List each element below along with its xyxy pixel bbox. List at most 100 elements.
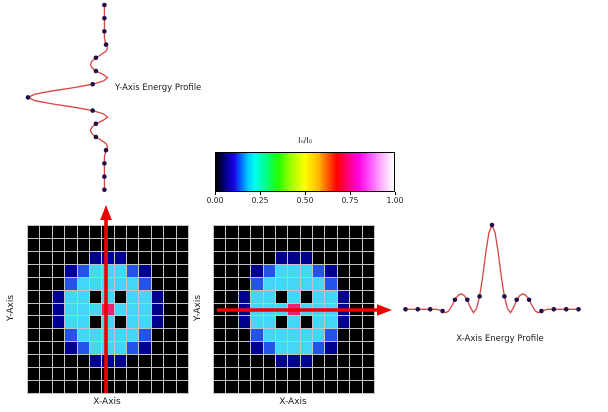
- heatmap-cell: [238, 226, 251, 238]
- heatmap-cell: [251, 238, 263, 251]
- heatmap-cell: [238, 290, 251, 303]
- heatmap-cell: [337, 251, 350, 264]
- heatmap-cell: [139, 381, 151, 393]
- heatmap-cell: [325, 342, 337, 355]
- heatmap-cell: [102, 342, 114, 355]
- heatmap-cell: [139, 264, 151, 277]
- heatmap-cell: [176, 381, 188, 393]
- heatmap-cell: [313, 381, 325, 393]
- heatmap-cell: [127, 290, 139, 303]
- heatmap-middle-yaxis-label: Y-Axis: [193, 294, 204, 322]
- heatmap-cell: [337, 329, 350, 342]
- heatmap-cell: [275, 264, 288, 277]
- heatmap-cell: [251, 316, 263, 329]
- heatmap-cell: [28, 368, 40, 381]
- heatmap-cell: [176, 251, 188, 264]
- heatmap-cell: [313, 251, 325, 264]
- heatmap-cell: [164, 251, 176, 264]
- heatmap-cell: [350, 329, 362, 342]
- heatmap-cell: [350, 226, 362, 238]
- colorbar-tick-label: 0.25: [251, 196, 269, 205]
- heatmap-cell: [251, 303, 263, 316]
- heatmap-cell: [65, 316, 77, 329]
- heatmap-cell: [176, 238, 188, 251]
- heatmap-cell: [65, 368, 77, 381]
- heatmap-cell: [300, 303, 313, 316]
- heatmap-cell: [164, 226, 176, 238]
- profile-data-point: [551, 307, 557, 312]
- heatmap-cell: [114, 226, 127, 238]
- heatmap-cell: [28, 355, 40, 368]
- heatmap-cell: [127, 342, 139, 355]
- heatmap-cell: [226, 251, 238, 264]
- heatmap-cell: [350, 238, 362, 251]
- heatmap-cell: [288, 251, 300, 264]
- heatmap-cell: [114, 381, 127, 393]
- heatmap-cell: [238, 368, 251, 381]
- heatmap-cell: [226, 342, 238, 355]
- heatmap-cell: [102, 251, 114, 264]
- heatmap-cell: [114, 303, 127, 316]
- heatmap-cell: [226, 381, 238, 393]
- heatmap-cell: [139, 303, 151, 316]
- heatmap-cell: [102, 226, 114, 238]
- heatmap-cell: [275, 251, 288, 264]
- profile-data-point: [502, 294, 507, 299]
- heatmap-cell: [176, 329, 188, 342]
- heatmap-cell: [164, 342, 176, 355]
- heatmap-cell: [226, 368, 238, 381]
- heatmap-cell: [139, 329, 151, 342]
- heatmap-cell: [337, 264, 350, 277]
- heatmap-cell: [40, 342, 52, 355]
- heatmap-cell: [263, 238, 275, 251]
- heatmap-cell: [114, 355, 127, 368]
- heatmap-cell: [176, 226, 188, 238]
- heatmap-cell: [226, 290, 238, 303]
- heatmap-cell: [114, 316, 127, 329]
- heatmap-cell: [77, 355, 89, 368]
- heatmap-cell: [127, 238, 139, 251]
- heatmap-cell: [28, 381, 40, 393]
- heatmap-cell: [238, 316, 251, 329]
- heatmap-cell: [226, 316, 238, 329]
- heatmap-cell: [362, 355, 374, 368]
- heatmap-cell: [313, 226, 325, 238]
- heatmap-cell: [325, 264, 337, 277]
- heatmap-cell: [139, 290, 151, 303]
- heatmap-cell: [89, 381, 102, 393]
- profile-data-point: [102, 15, 107, 21]
- profile-data-point: [465, 297, 470, 303]
- x-profile-title: X-Axis Energy Profile: [456, 334, 544, 344]
- colorbar-tick-label: 0.00: [206, 196, 224, 205]
- heatmap-cell: [52, 355, 65, 368]
- heatmap-cell: [238, 238, 251, 251]
- heatmap-middle: [213, 225, 375, 394]
- heatmap-cell: [337, 226, 350, 238]
- profile-data-point: [427, 307, 433, 312]
- heatmap-cell: [151, 277, 164, 290]
- heatmap-cell: [275, 303, 288, 316]
- heatmap-cell: [275, 329, 288, 342]
- heatmap-cell: [77, 226, 89, 238]
- profile-data-point: [102, 29, 107, 34]
- heatmap-cell: [214, 342, 226, 355]
- heatmap-cell: [251, 381, 263, 393]
- colorbar-tick-mark: [305, 192, 306, 195]
- heatmap-cell: [77, 342, 89, 355]
- heatmap-cell: [89, 226, 102, 238]
- heatmap-cell: [251, 342, 263, 355]
- heatmap-cell: [114, 368, 127, 381]
- heatmap-cell: [77, 368, 89, 381]
- heatmap-cell: [28, 277, 40, 290]
- heatmap-cell: [350, 277, 362, 290]
- heatmap-cell: [288, 290, 300, 303]
- heatmap-cell: [214, 226, 226, 238]
- heatmap-cell: [176, 342, 188, 355]
- heatmap-cell: [77, 381, 89, 393]
- x-profile-plot: [403, 222, 581, 314]
- heatmap-cell: [52, 264, 65, 277]
- profile-data-point: [526, 297, 532, 303]
- heatmap-left-xaxis-label: X-Axis: [93, 397, 121, 407]
- heatmap-cell: [325, 251, 337, 264]
- profile-data-point: [103, 147, 109, 153]
